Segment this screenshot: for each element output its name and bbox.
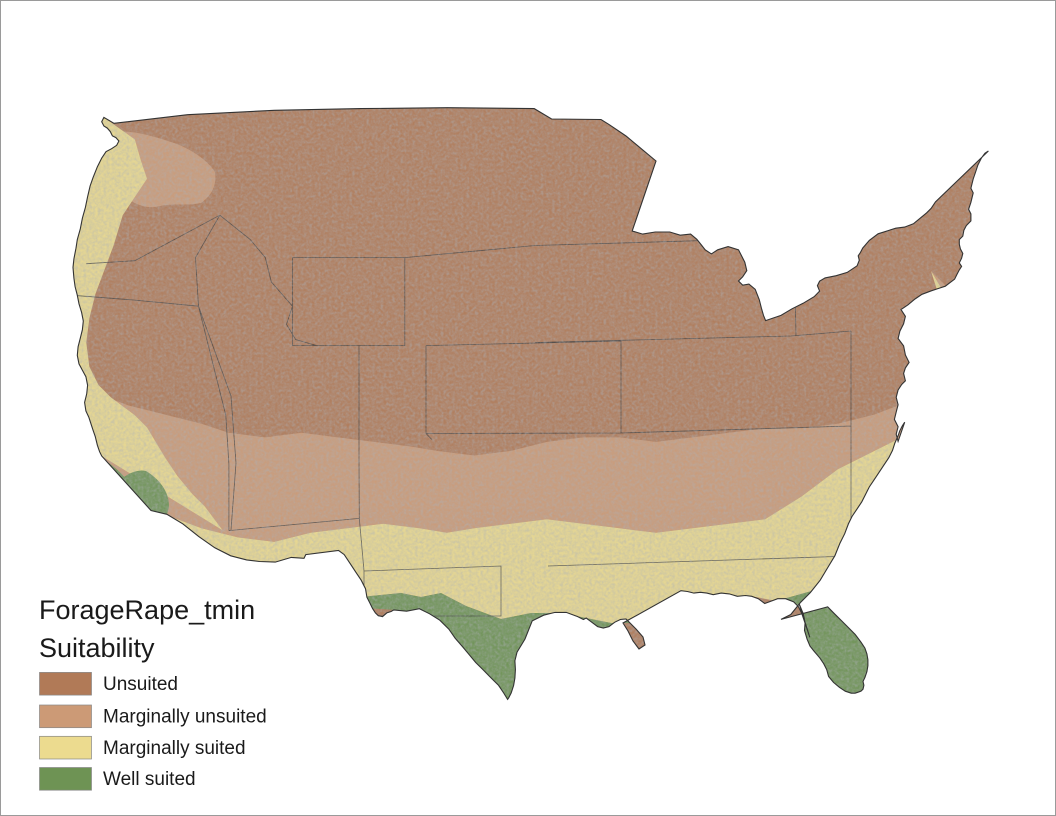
svg-text:Marginally suited: Marginally suited — [103, 738, 246, 759]
svg-text:Suitability: Suitability — [39, 633, 155, 663]
svg-text:Unsuited: Unsuited — [103, 674, 178, 695]
svg-text:Marginally unsuited: Marginally unsuited — [103, 707, 267, 728]
svg-text:Well suited: Well suited — [103, 769, 196, 790]
svg-text:ForageRape_tmin: ForageRape_tmin — [39, 595, 255, 625]
